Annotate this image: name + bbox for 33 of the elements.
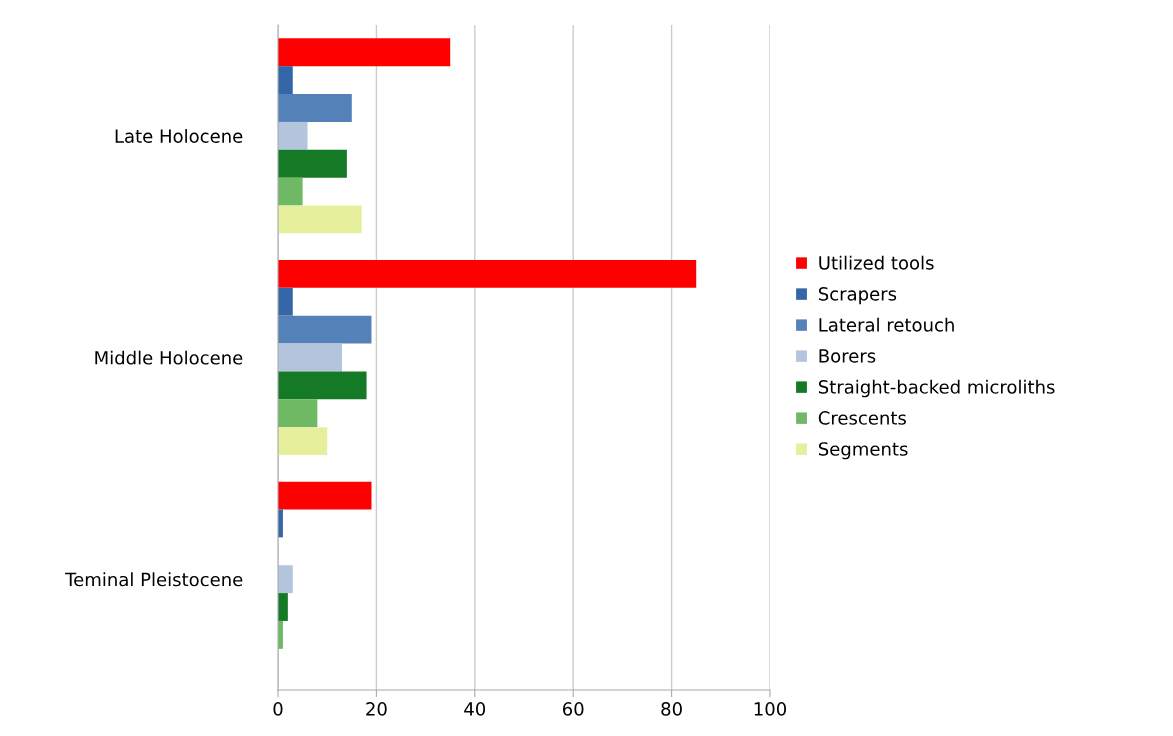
x-tick-label: 80 (661, 702, 682, 716)
x-tick-label: 20 (366, 702, 387, 716)
bar (278, 259, 697, 288)
legend-label: Borers (819, 349, 876, 363)
bar (278, 287, 293, 316)
bar (278, 565, 293, 594)
y-tick-label: Middle Holocene (95, 350, 243, 365)
legend-label: Crescents (818, 411, 906, 425)
legend-label: Lateral retouch (819, 317, 954, 332)
x-tick-label: 0 (273, 702, 283, 716)
bar (278, 66, 293, 95)
y-tick-label: Teminal Pleistocene (65, 572, 243, 587)
bar (278, 177, 303, 206)
bar (278, 481, 372, 510)
bar (278, 149, 347, 178)
bar (278, 593, 288, 621)
legend-label: Utilized tools (819, 255, 934, 270)
bar (278, 315, 372, 344)
bar (278, 343, 342, 372)
bar (278, 38, 451, 67)
x-tick-label: 100 (754, 702, 787, 716)
legend-label: Segments (818, 442, 908, 460)
bar (278, 427, 328, 456)
legend-label: Scrapers (818, 287, 897, 305)
bar (278, 205, 362, 234)
bar (278, 399, 318, 428)
legend-label: Straight-backed microliths (818, 379, 1055, 398)
x-tick-label: 60 (562, 702, 584, 716)
bar (278, 121, 308, 150)
bar (278, 94, 352, 122)
y-tick-label: Late Holocene (115, 128, 243, 143)
x-tick-label: 40 (464, 702, 486, 716)
bar (278, 371, 367, 400)
